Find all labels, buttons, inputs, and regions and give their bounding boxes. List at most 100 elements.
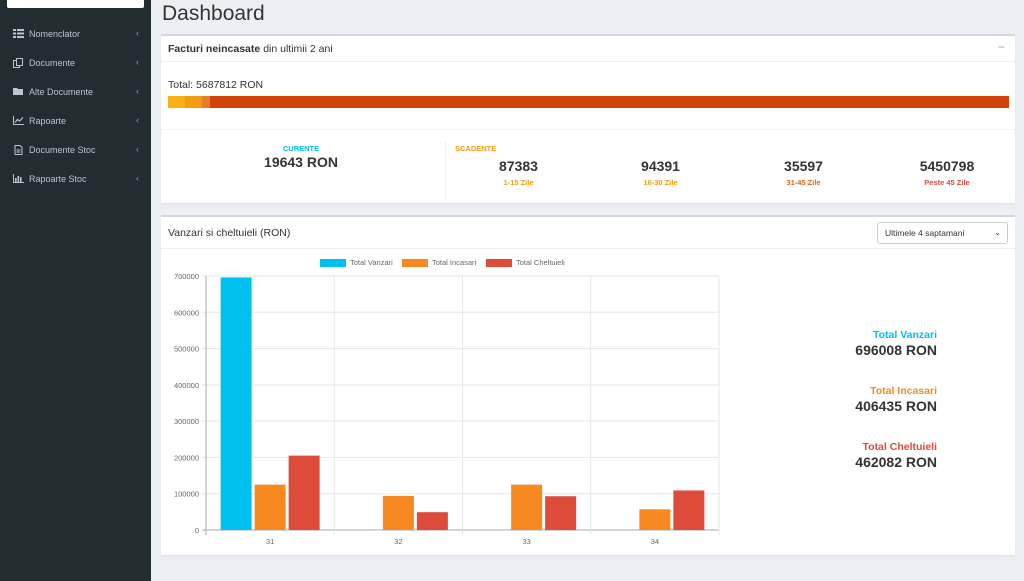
sidebar-menu: Nomenclator ‹ Documente ‹ Alte Documente… <box>0 19 151 193</box>
invoices-stats <box>161 129 1015 203</box>
legend-label: Total Incasari <box>432 258 477 267</box>
y-tick-label: 200000 <box>174 453 199 462</box>
x-tick-label: 31 <box>266 537 274 546</box>
x-tick-label: 34 <box>651 537 659 546</box>
due-label-wrap: SCADENTE <box>455 144 496 153</box>
box-header: Facturi neincasate din ultimii 2 ani − <box>161 36 1015 62</box>
y-tick-label: 100000 <box>174 490 199 499</box>
sidebar-item-label: Documente <box>29 57 76 68</box>
due-stat-1-15: 87383 1-15 Zile <box>471 157 566 187</box>
bar <box>511 484 543 530</box>
progress-segment <box>168 96 186 108</box>
bar <box>673 490 705 530</box>
invoices-total: Total: 5687812 RON <box>168 79 264 91</box>
folder-icon <box>13 87 24 96</box>
chevron-left-icon: ‹ <box>136 144 139 154</box>
due-stat-31-45: 35597 31-45 Zile <box>756 157 851 187</box>
x-tick-label: 32 <box>394 537 402 546</box>
chevron-left-icon: ‹ <box>136 115 139 125</box>
sidebar-item-label: Rapoarte Stoc <box>29 173 87 184</box>
current-stat: CURENTE 19643 RON <box>241 144 361 170</box>
bar <box>639 509 671 530</box>
sidebar: Nomenclator ‹ Documente ‹ Alte Documente… <box>0 0 151 581</box>
x-tick-label: 33 <box>522 537 530 546</box>
sidebar-item-rapoarte-stoc[interactable]: Rapoarte Stoc ‹ <box>0 164 151 193</box>
period-select-value: Ultimele 4 saptamani <box>885 228 965 238</box>
line-chart-icon <box>13 116 24 125</box>
legend-label: Total Vanzari <box>350 258 393 267</box>
sidebar-item-documente[interactable]: Documente ‹ <box>0 48 151 77</box>
total-value: 462082 RON <box>855 454 937 470</box>
bar <box>382 495 414 530</box>
box-title: Vanzari si cheltuieli (RON) <box>168 226 291 239</box>
legend-swatch <box>486 258 512 267</box>
sidebar-item-nomenclator[interactable]: Nomenclator ‹ <box>0 19 151 48</box>
collapse-button[interactable]: − <box>997 40 1005 54</box>
chevron-down-icon: ⌄ <box>994 228 1001 237</box>
legend-swatch <box>320 258 346 267</box>
due-sub: Peste 45 Zile <box>924 178 970 187</box>
due-stat-45-plus: 5450798 Peste 45 Zile <box>893 157 1001 187</box>
sales-bar-chart: 0 100000 200000 300000 400000 500000 600000 700… <box>174 272 720 546</box>
box-title-rest: din ultimii 2 ani <box>263 42 333 55</box>
box-header: Vanzari si cheltuieli (RON) Ultimele 4 s… <box>161 217 1015 249</box>
bar <box>545 496 577 530</box>
total-incasari: Total Incasari 406435 RON <box>855 385 937 414</box>
total-vanzari: Total Vanzari 696008 RON <box>855 329 937 358</box>
due-label: SCADENTE <box>455 144 497 153</box>
list-icon <box>13 29 24 38</box>
documents-icon <box>13 57 24 68</box>
unpaid-invoices-box: Facturi neincasate din ultimii 2 ani − T… <box>161 34 1015 203</box>
total-cheltuieli: Total Cheltuieli 462082 RON <box>855 441 937 470</box>
legend-item: Total Incasari <box>402 258 476 267</box>
y-tick-label: 600000 <box>174 308 199 317</box>
y-tick-label: 400000 <box>174 381 199 390</box>
due-stat-16-30: 94391 16-30 Zile <box>613 157 708 187</box>
legend-label: Total Cheltuieli <box>516 258 565 267</box>
due-value: 87383 <box>499 158 538 174</box>
sidebar-item-alte-documente[interactable]: Alte Documente ‹ <box>0 77 151 106</box>
current-value: 19643 RON <box>264 154 338 170</box>
chevron-left-icon: ‹ <box>136 86 139 96</box>
bar <box>254 484 286 530</box>
sidebar-item-label: Documente Stoc <box>29 144 96 155</box>
sales-expenses-box: Vanzari si cheltuieli (RON) Ultimele 4 s… <box>161 215 1015 555</box>
legend-item: Total Vanzari <box>320 258 393 267</box>
y-tick-label: 300000 <box>174 417 199 426</box>
due-sub: 1-15 Zile <box>503 178 534 187</box>
invoices-progress-bar <box>168 96 1009 108</box>
file-icon <box>13 144 24 155</box>
period-select[interactable]: Ultimele 4 saptamani ⌄ <box>877 222 1008 244</box>
progress-segment <box>201 96 210 108</box>
chevron-left-icon: ‹ <box>136 173 139 183</box>
box-title-bold: Facturi neincasate <box>168 42 261 55</box>
current-label: CURENTE <box>282 144 320 153</box>
total-value: 406435 RON <box>855 398 937 414</box>
sidebar-item-label: Nomenclator <box>29 28 81 39</box>
chevron-left-icon: ‹ <box>136 28 139 38</box>
sidebar-item-rapoarte[interactable]: Rapoarte ‹ <box>0 106 151 135</box>
chevron-left-icon: ‹ <box>136 57 139 67</box>
y-tick-label: 700000 <box>174 272 199 281</box>
page-title: Dashboard <box>162 2 265 25</box>
y-tick-label: 0 <box>195 526 199 535</box>
progress-segment <box>209 96 1009 108</box>
sidebar-search-input[interactable] <box>7 0 144 8</box>
y-tick-label: 500000 <box>174 345 199 354</box>
progress-segment <box>185 96 202 108</box>
total-value: 696008 RON <box>855 342 937 358</box>
bar <box>220 277 252 530</box>
sidebar-item-label: Rapoarte <box>29 115 67 126</box>
total-label: Total Incasari <box>870 385 937 397</box>
bar <box>416 512 448 530</box>
bar-chart-icon <box>13 174 24 183</box>
due-value: 5450798 <box>919 158 975 174</box>
due-value: 35597 <box>784 158 823 174</box>
sidebar-item-documente-stoc[interactable]: Documente Stoc ‹ <box>0 135 151 164</box>
legend-swatch <box>402 258 428 267</box>
legend-item: Total Cheltuieli <box>486 258 565 267</box>
bar <box>288 455 320 530</box>
sidebar-item-label: Alte Documente <box>29 86 94 97</box>
due-sub: 31-45 Zile <box>786 178 821 187</box>
stats-divider <box>445 141 446 199</box>
